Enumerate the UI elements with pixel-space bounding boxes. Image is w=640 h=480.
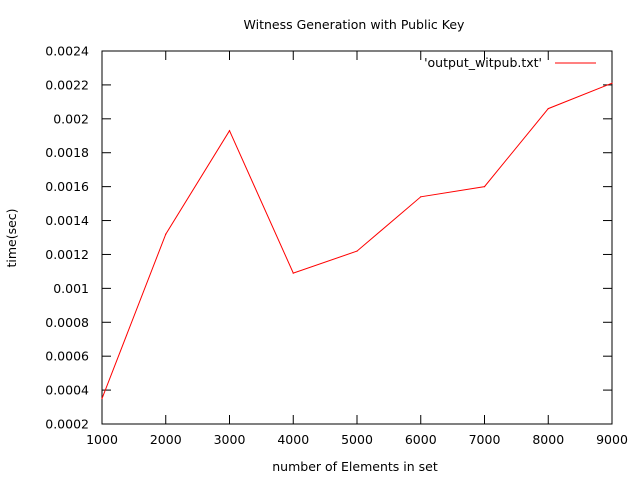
y-tick-label: 0.0018	[45, 145, 89, 160]
data-point	[420, 196, 422, 198]
plot-border	[101, 50, 613, 425]
y-tick-label: 0.0014	[45, 213, 89, 228]
legend-label: 'output_witpub.txt'	[424, 55, 542, 70]
legend: 'output_witpub.txt'	[424, 55, 596, 70]
data-point	[165, 233, 167, 235]
y-tick-label: 0.0002	[45, 417, 89, 432]
y-tick-label: 0.0004	[45, 383, 89, 398]
y-tick-label: 0.0008	[45, 315, 89, 330]
y-tick-label: 0.002	[53, 111, 89, 126]
y-axis-label: time(sec)	[4, 208, 19, 267]
chart-title: Witness Generation with Public Key	[244, 17, 466, 32]
data-point	[101, 397, 103, 400]
x-axis-label: number of Elements in set	[272, 459, 438, 474]
x-tick-label: 5000	[341, 432, 373, 447]
data-point	[611, 82, 613, 84]
data-point	[483, 186, 486, 188]
x-tick-label: 8000	[532, 432, 564, 447]
series-group	[101, 82, 613, 400]
x-tick-label: 7000	[469, 432, 501, 447]
y-tick-label: 0.0006	[45, 349, 89, 364]
y-tick-label: 0.001	[53, 281, 89, 296]
data-point	[547, 108, 549, 110]
x-tick-label: 6000	[405, 432, 437, 447]
x-tick-label: 1000	[86, 432, 118, 447]
y-tick-label: 0.0024	[45, 44, 89, 59]
y-tick-label: 0.0022	[45, 77, 89, 92]
y-tick-label: 0.0016	[45, 179, 89, 194]
data-point	[356, 250, 358, 252]
x-tick-label: 3000	[214, 432, 246, 447]
axes: 0.0002 0.0004 0.0006 0.0008 0.001 0.0012 0.001…	[45, 44, 628, 448]
y-tick-label: 0.0012	[45, 247, 89, 262]
data-point	[292, 272, 294, 274]
x-tick-label: 2000	[150, 432, 182, 447]
x-tick-label: 9000	[596, 432, 628, 447]
x-tick-label: 4000	[277, 432, 309, 447]
series-line	[101, 82, 613, 399]
data-point	[228, 130, 231, 132]
